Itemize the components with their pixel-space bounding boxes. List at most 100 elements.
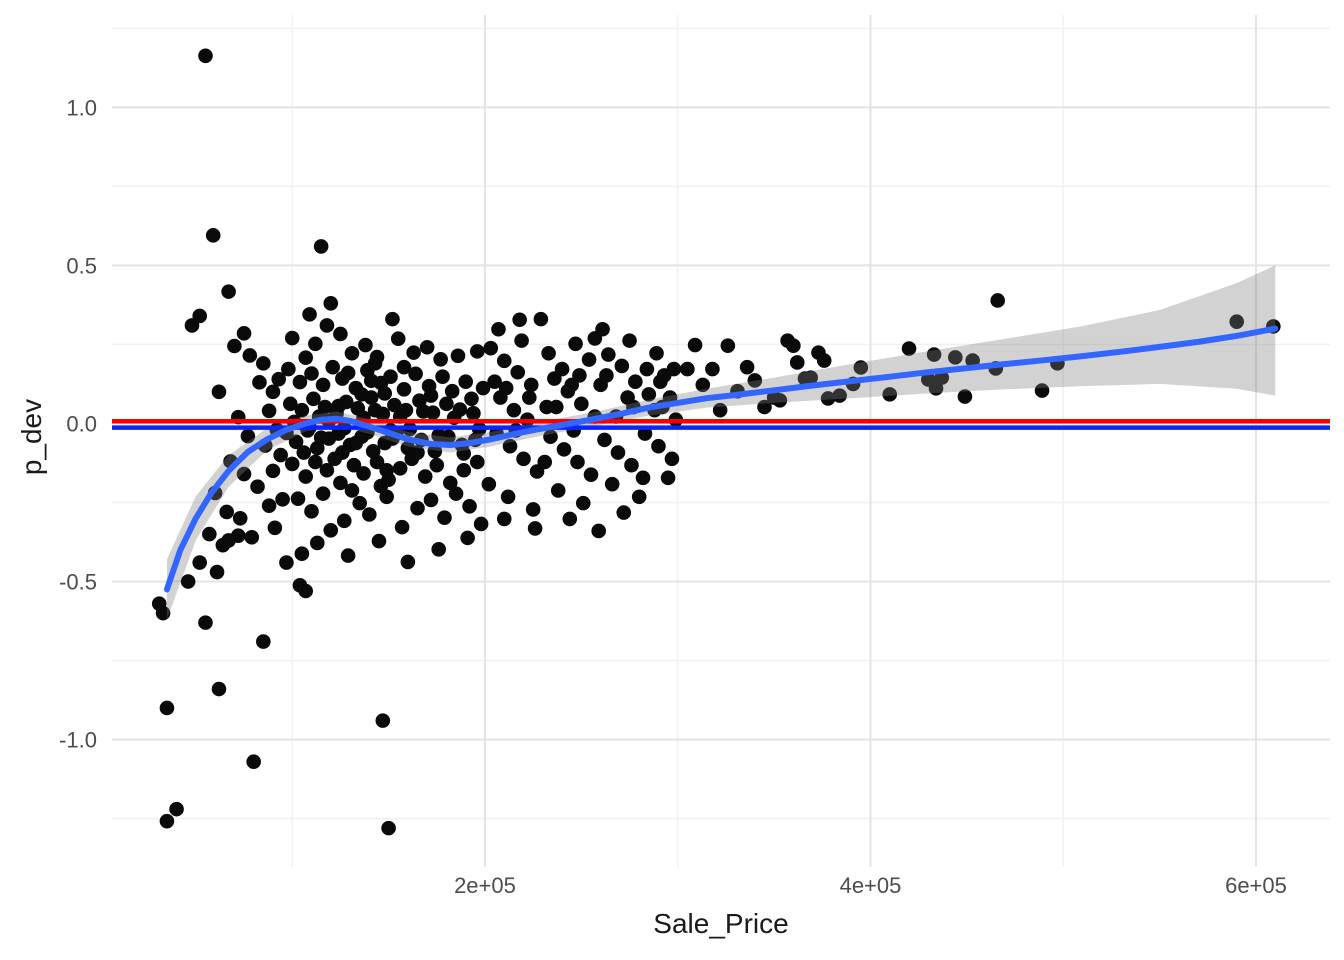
- data-point: [244, 529, 260, 545]
- data-point: [510, 364, 526, 380]
- data-point: [460, 530, 475, 546]
- data-point: [375, 713, 391, 728]
- data-point: [202, 526, 217, 542]
- data-point: [473, 516, 489, 532]
- data-point: [456, 446, 472, 461]
- smooth-ribbon: [166, 265, 1276, 620]
- data-point: [327, 451, 342, 467]
- data-point: [369, 454, 385, 470]
- data-point: [298, 469, 314, 484]
- smooth-line: [163, 325, 1279, 593]
- data-point: [319, 318, 335, 333]
- data-point: [591, 523, 606, 539]
- data-point: [500, 489, 516, 505]
- data-point: [294, 546, 310, 562]
- data-point: [651, 438, 666, 454]
- data-point: [271, 371, 287, 387]
- data-point: [458, 374, 473, 390]
- data-point: [462, 498, 477, 514]
- data-point: [227, 338, 242, 354]
- data-point: [637, 426, 653, 441]
- data-point: [456, 462, 472, 478]
- data-point: [548, 399, 564, 415]
- data-point: [236, 326, 252, 341]
- data-point: [498, 380, 514, 396]
- data-point: [346, 457, 362, 473]
- data-point: [442, 475, 458, 491]
- data-point: [926, 347, 942, 362]
- data-point: [279, 555, 294, 570]
- x-tick-label: 6e+05: [1225, 873, 1287, 898]
- data-point: [265, 384, 281, 400]
- data-point: [240, 428, 256, 444]
- data-point: [298, 350, 314, 365]
- data-point: [564, 377, 580, 393]
- data-point: [431, 428, 447, 443]
- data-point: [525, 502, 541, 517]
- data-point: [739, 359, 755, 375]
- data-point: [429, 457, 445, 473]
- x-axis-title: Sale_Price: [653, 908, 789, 939]
- data-point: [947, 350, 963, 365]
- data-point: [417, 469, 433, 484]
- data-point: [309, 535, 325, 551]
- data-point: [306, 391, 321, 407]
- data-point: [410, 500, 425, 516]
- data-point: [304, 504, 319, 519]
- data-point: [356, 466, 371, 481]
- data-point: [282, 396, 298, 412]
- data-point: [296, 445, 312, 460]
- data-point: [786, 338, 801, 353]
- data-point: [496, 511, 512, 527]
- data-point: [502, 438, 518, 454]
- data-point: [705, 361, 720, 377]
- data-point: [298, 583, 314, 599]
- data-point: [358, 337, 373, 353]
- data-point: [252, 375, 267, 390]
- data-point: [448, 486, 464, 501]
- data-point: [371, 533, 387, 549]
- data-point: [597, 432, 612, 448]
- data-point: [631, 489, 647, 505]
- data-point: [373, 478, 389, 494]
- data-point: [410, 445, 425, 460]
- data-point: [232, 510, 248, 526]
- data-point: [256, 634, 271, 649]
- data-point: [256, 356, 271, 371]
- data-point: [639, 361, 655, 377]
- data-point: [853, 360, 869, 375]
- data-point: [336, 513, 352, 529]
- data-point: [656, 368, 672, 383]
- data-point: [273, 447, 288, 463]
- y-tick-label: 0.5: [66, 253, 97, 278]
- data-point: [523, 377, 539, 393]
- data-point: [427, 443, 443, 459]
- data-point: [483, 340, 499, 356]
- data-point: [543, 429, 558, 445]
- data-point: [720, 338, 736, 353]
- data-point: [385, 311, 400, 327]
- data-point: [803, 370, 819, 385]
- data-point: [379, 462, 394, 478]
- data-point: [469, 344, 485, 359]
- data-point: [506, 402, 522, 418]
- data-point: [335, 371, 350, 386]
- data-point: [302, 307, 317, 322]
- x-tick-label: 2e+05: [454, 873, 516, 898]
- data-point: [352, 495, 367, 511]
- data-point: [323, 523, 339, 538]
- data-point: [292, 374, 308, 390]
- data-point: [379, 489, 394, 505]
- data-point: [556, 442, 572, 457]
- data-point: [261, 498, 277, 513]
- data-point: [325, 359, 341, 375]
- data-point: [695, 377, 711, 393]
- data-point: [423, 492, 439, 508]
- data-point: [664, 451, 680, 467]
- data-point: [198, 48, 213, 64]
- data-point: [581, 352, 597, 367]
- data-point: [333, 475, 348, 491]
- data-point: [290, 491, 306, 506]
- data-point: [541, 345, 556, 361]
- data-point: [496, 353, 512, 369]
